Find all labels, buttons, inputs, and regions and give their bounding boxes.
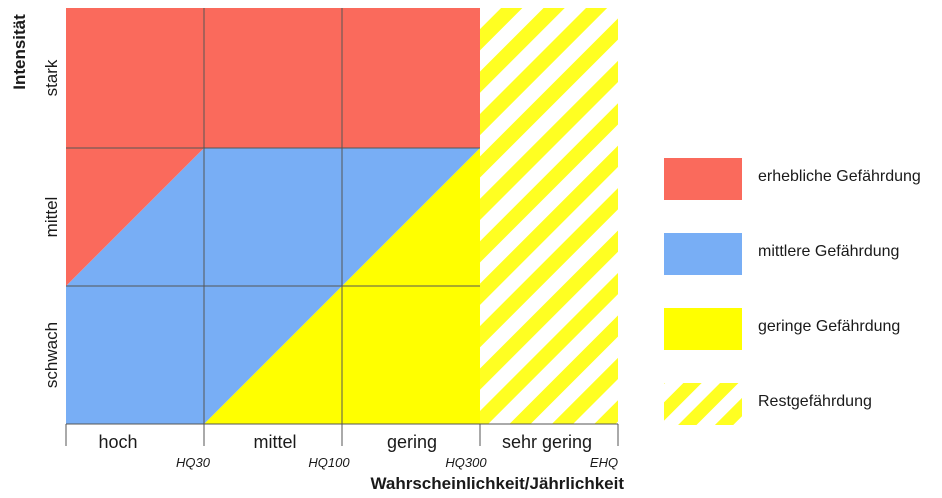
y-axis-title: Intensität xyxy=(10,14,29,90)
zone-rest xyxy=(480,8,618,424)
legend-swatch-mittel xyxy=(664,233,742,275)
y-label-schwach: schwach xyxy=(42,321,61,389)
legend-label-mittel: mittlere Gefährdung xyxy=(758,243,900,260)
x-category-sehr-gering: sehr gering xyxy=(501,432,593,452)
y-label-mittel: mittel xyxy=(42,196,61,238)
legend-label-rest: Restgefährdung xyxy=(758,393,872,410)
legend-swatch-rest xyxy=(664,383,742,425)
x-tick-hq300: HQ300 xyxy=(445,455,487,470)
x-tick-ehq: EHQ xyxy=(589,455,619,470)
grid-lines xyxy=(66,8,480,424)
y-label-stark: stark xyxy=(42,59,61,97)
legend-swatch-erheblich xyxy=(664,158,742,200)
x-tick-hq30: HQ30 xyxy=(176,455,210,470)
legend-label-gering: geringe Gefährdung xyxy=(758,318,901,335)
x-tick-hq100: HQ100 xyxy=(308,455,350,470)
zone-erheblich xyxy=(66,8,480,286)
x-category-hoch: hoch xyxy=(98,432,138,452)
legend-swatch-gering xyxy=(664,308,742,350)
legend-label-erheblich: erhebliche Gefährdung xyxy=(758,168,921,185)
x-category-mittel: mittel xyxy=(253,432,297,452)
x-axis xyxy=(65,423,619,446)
x-axis-title: Wahrscheinlichkeit/Jährlichkeit xyxy=(370,474,624,493)
x-category-gering: gering xyxy=(386,432,438,452)
